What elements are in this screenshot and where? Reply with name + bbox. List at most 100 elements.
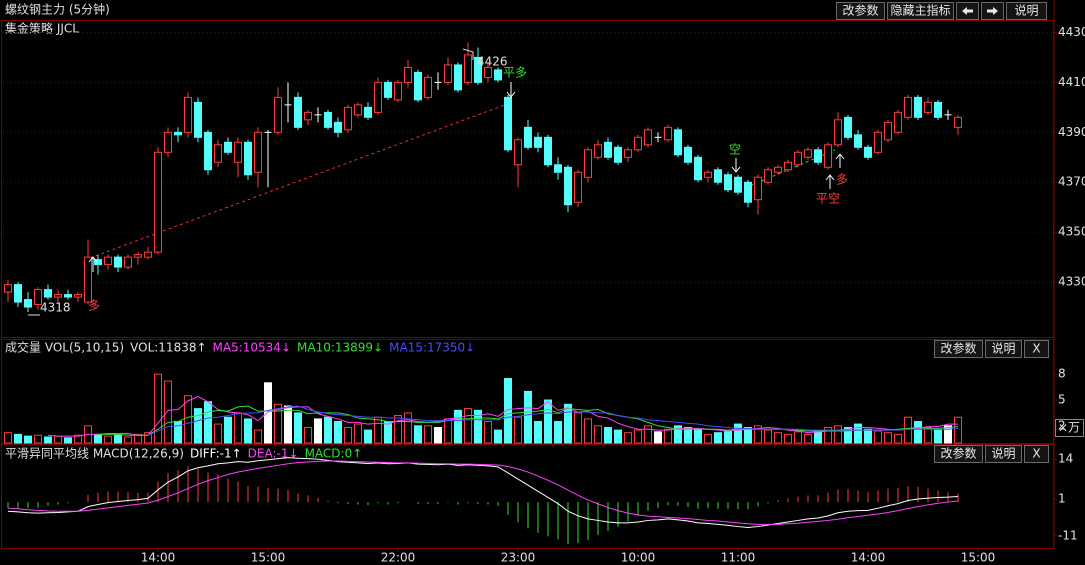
candle-body xyxy=(794,151,802,166)
candle-body xyxy=(304,111,312,121)
volume-bar xyxy=(484,421,492,444)
volume-bar xyxy=(954,416,962,444)
candle-body xyxy=(544,136,552,166)
button[interactable]: 说明 xyxy=(1006,2,1047,20)
button[interactable]: 说明 xyxy=(985,340,1022,358)
unit-box xyxy=(1055,419,1084,437)
button-label[interactable]: 改参数 xyxy=(940,446,976,461)
volume-bar xyxy=(204,401,212,444)
volume-bar xyxy=(154,373,162,444)
candle-body xyxy=(924,101,932,113)
candle-body xyxy=(464,54,472,83)
volume-bar xyxy=(124,436,132,444)
candle-body xyxy=(184,96,192,133)
legend-entry: DEA:-1↓ xyxy=(248,447,299,461)
volume-bar xyxy=(504,378,512,444)
peak-marker xyxy=(462,48,474,60)
candle-body xyxy=(634,136,642,151)
x-tick-label: 23:00 xyxy=(501,551,536,565)
button[interactable]: 隐藏主指标 xyxy=(887,2,954,20)
button-label[interactable]: 改参数 xyxy=(842,3,878,18)
x-tick-label: 22:00 xyxy=(381,551,416,565)
volume-bar xyxy=(4,432,12,444)
volume-bar xyxy=(14,433,22,444)
volume-bar xyxy=(474,409,482,444)
volume-bar xyxy=(914,421,922,444)
button-label[interactable]: 说明 xyxy=(1014,3,1038,18)
arrow-right-button[interactable] xyxy=(981,2,1004,20)
y-tick-label: 4370 xyxy=(1058,175,1085,189)
candle-body xyxy=(604,141,612,158)
volume-bar xyxy=(494,429,502,444)
legend-entry: MA15:17350↓ xyxy=(389,341,475,355)
candle-body xyxy=(404,66,412,83)
candle-body xyxy=(354,104,362,116)
candle-body xyxy=(114,256,122,268)
candle-body xyxy=(914,96,922,118)
button[interactable]: X xyxy=(1024,445,1049,463)
signal-arrow xyxy=(835,153,845,168)
candle-body xyxy=(224,141,232,153)
button-label[interactable]: X xyxy=(1032,447,1040,461)
ma-line xyxy=(98,405,959,436)
signal-label: 平多 xyxy=(503,66,527,80)
volume-bar xyxy=(834,425,842,444)
candle-body xyxy=(4,284,12,293)
candle-body xyxy=(764,169,772,183)
button-label[interactable]: 说明 xyxy=(991,446,1015,461)
button-label[interactable]: 隐藏主指标 xyxy=(890,3,950,18)
volume-bar xyxy=(594,425,602,444)
volume-bar xyxy=(704,433,712,444)
candle-body xyxy=(934,101,942,118)
volume-bar xyxy=(104,435,112,444)
candle-body xyxy=(374,81,382,113)
candle-body xyxy=(364,106,372,118)
volume-bar xyxy=(194,408,202,444)
volume-bar xyxy=(254,429,262,444)
candle-body xyxy=(274,96,282,133)
candles xyxy=(4,42,962,545)
volume-bar xyxy=(64,437,72,444)
volume-bar xyxy=(434,427,442,444)
button[interactable]: 说明 xyxy=(985,445,1022,463)
volume-bar xyxy=(824,427,832,444)
volume-bar xyxy=(264,382,272,444)
volume-bar xyxy=(894,433,902,444)
volume-bar xyxy=(574,412,582,444)
candle-body xyxy=(814,149,822,163)
signal-label: 平空 xyxy=(816,192,840,206)
button[interactable]: X xyxy=(1024,340,1049,358)
volume-bar xyxy=(524,390,532,444)
volume-bar xyxy=(814,430,822,444)
volume-bar xyxy=(424,425,432,444)
candle-body xyxy=(254,131,262,173)
button-label[interactable]: X xyxy=(1032,342,1040,356)
button[interactable]: 改参数 xyxy=(836,2,885,20)
button-label[interactable]: 改参数 xyxy=(940,341,976,356)
volume-bar xyxy=(944,425,952,444)
volume-bar xyxy=(904,416,912,444)
volume-bar xyxy=(94,433,102,444)
button[interactable]: 改参数 xyxy=(934,445,983,463)
candle-body xyxy=(344,106,352,131)
button[interactable]: 改参数 xyxy=(934,340,983,358)
volume-bar xyxy=(234,412,242,444)
volume-bar xyxy=(444,418,452,444)
signal-label: 空 xyxy=(729,143,741,157)
candle-body xyxy=(324,111,332,128)
volume-bar xyxy=(624,432,632,444)
volume-bar xyxy=(644,425,652,444)
candle-body xyxy=(14,284,22,303)
y-tick-label: 14 xyxy=(1058,452,1073,466)
candle-body xyxy=(444,64,452,83)
y-tick-label: 4330 xyxy=(1058,275,1085,289)
button-label[interactable]: 说明 xyxy=(991,341,1015,356)
candle-body xyxy=(954,116,962,128)
readout: VOL:11838↑ xyxy=(130,341,206,355)
arrow-left-button[interactable] xyxy=(956,2,979,20)
candle-body xyxy=(584,149,592,178)
volume-bar xyxy=(44,436,52,444)
candle-body xyxy=(334,121,342,133)
candle-body xyxy=(84,256,92,303)
